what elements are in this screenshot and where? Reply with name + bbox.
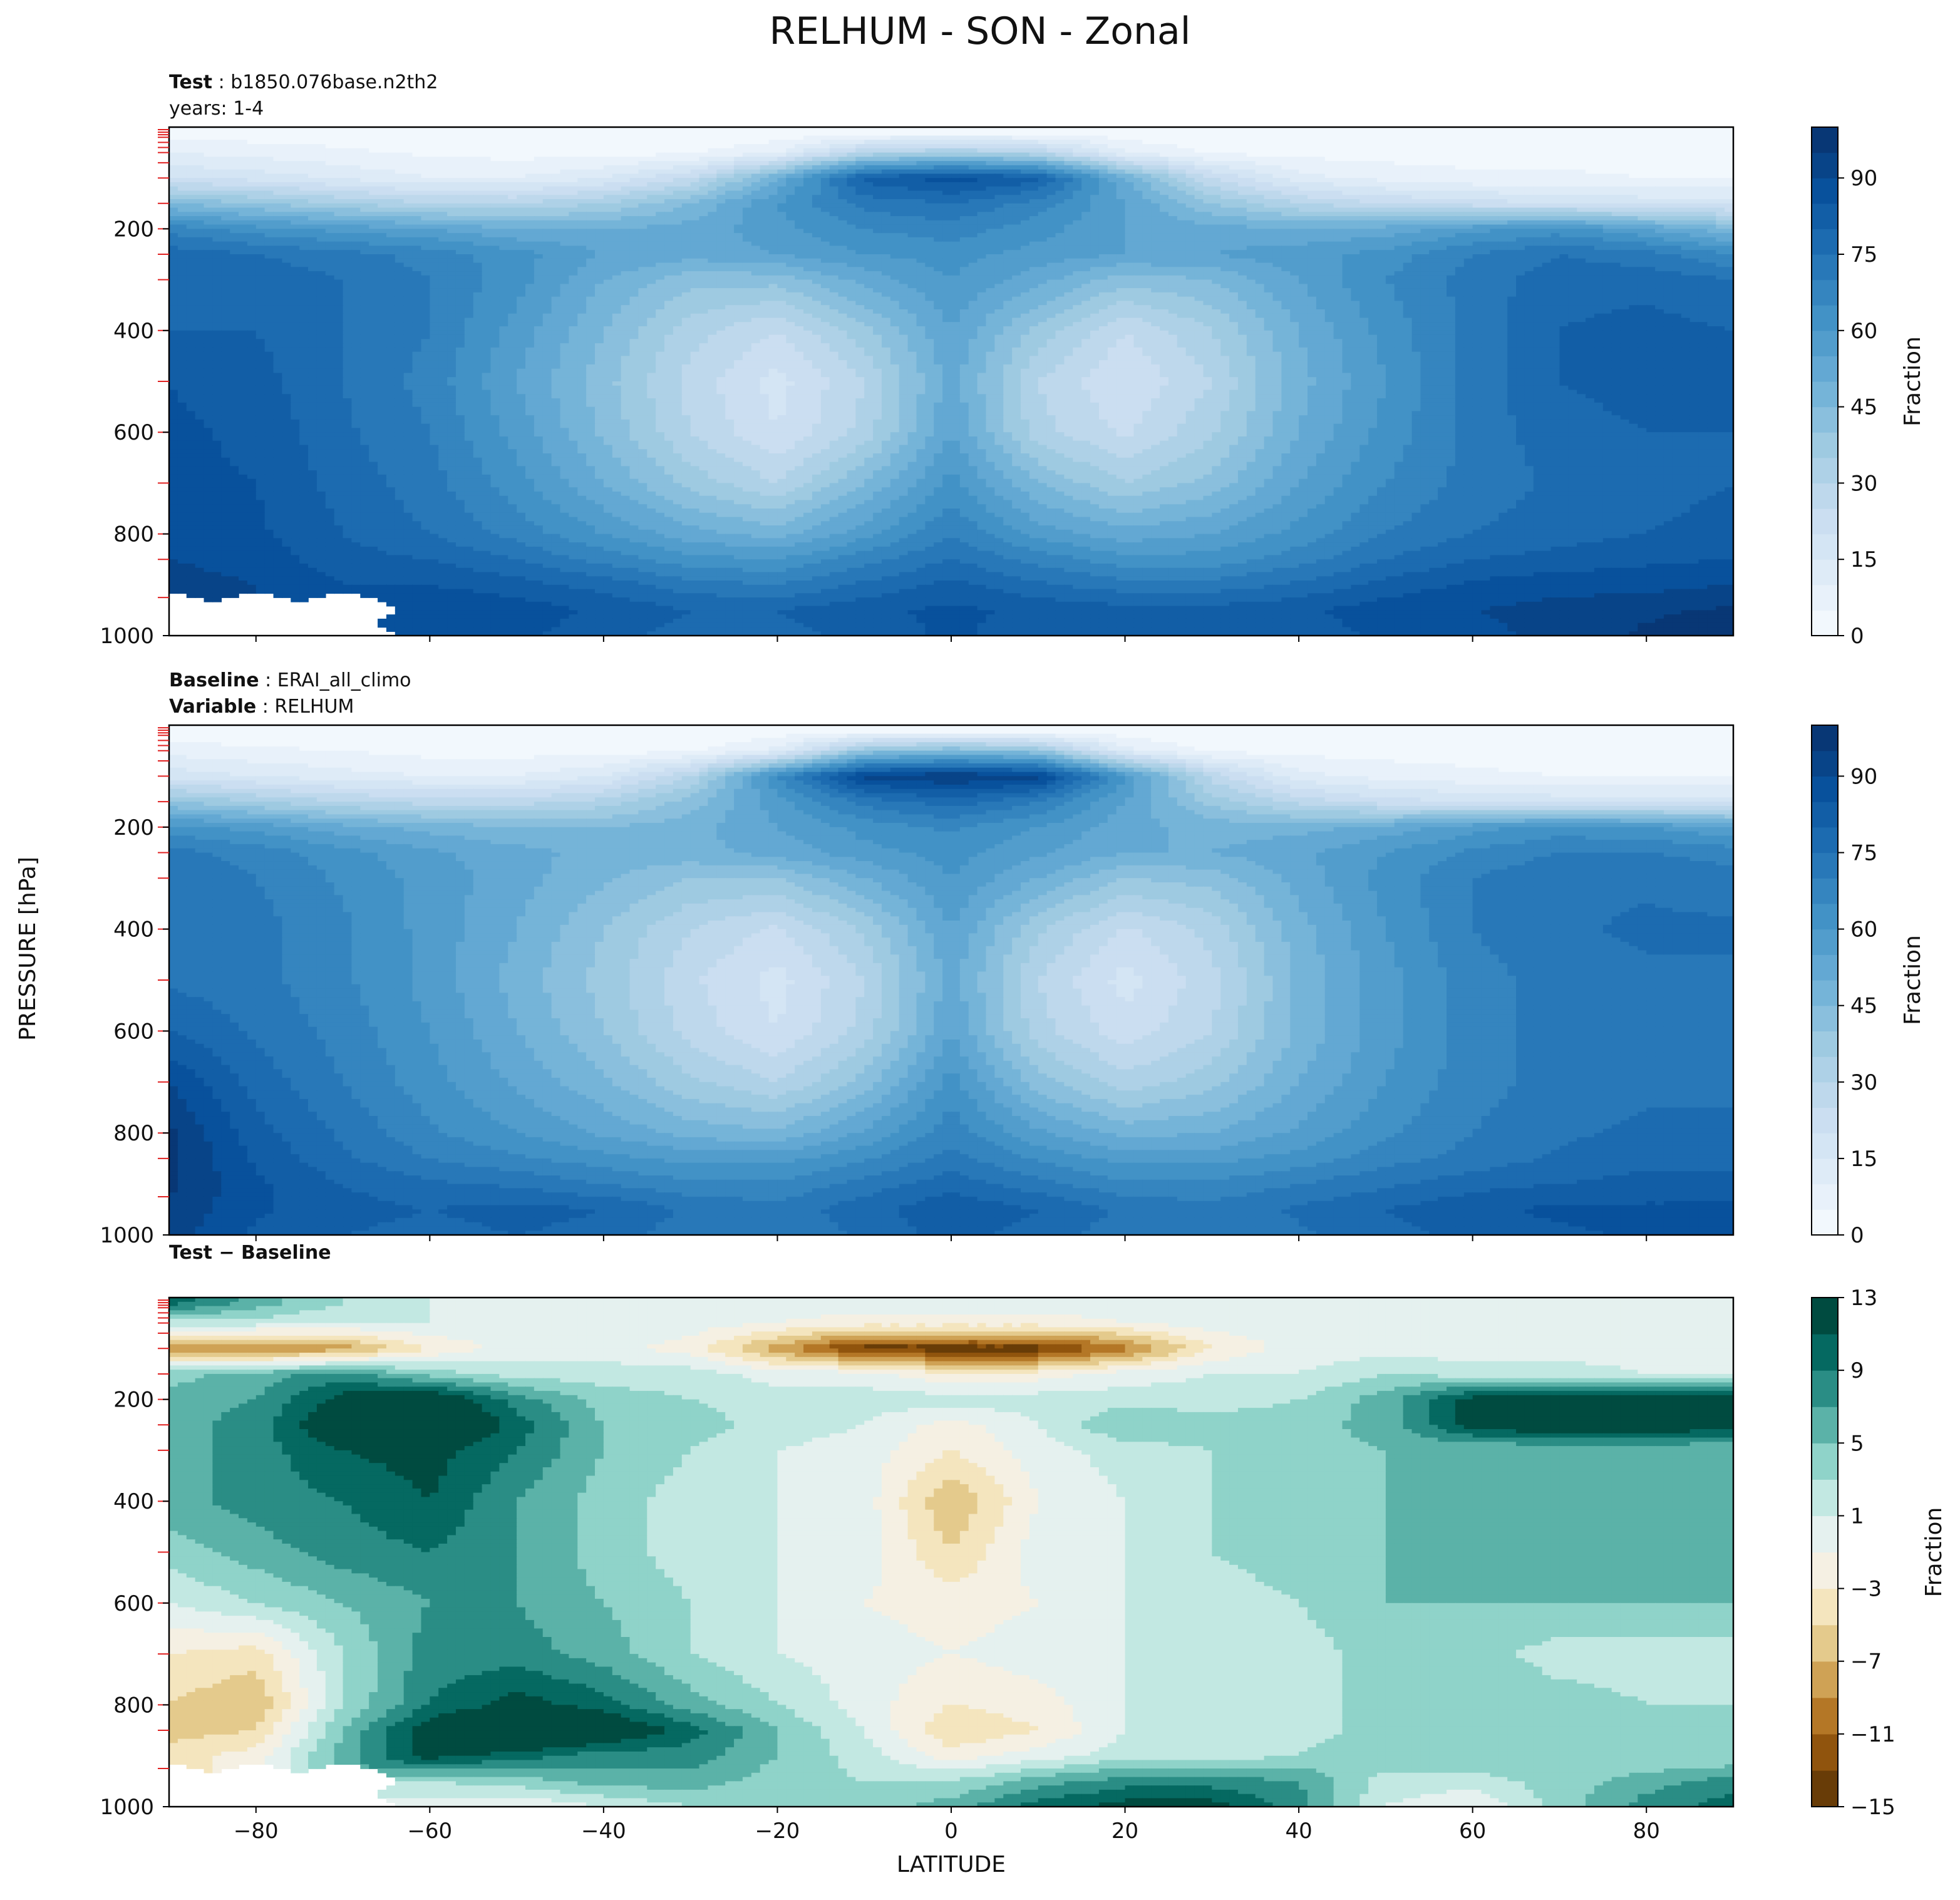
panel-header-line: Test − Baseline — [169, 1242, 331, 1264]
heatmap-field — [169, 1298, 1734, 1807]
colorbar-tick-label: 45 — [1850, 395, 1877, 420]
colorbar-tick-label: 90 — [1850, 764, 1877, 789]
panel-header-line: years: 1-4 — [169, 98, 264, 120]
colorbar-tick-label: 60 — [1850, 917, 1877, 942]
y-tick-label: 800 — [113, 522, 154, 547]
colorbar-tick-label: −11 — [1850, 1722, 1896, 1747]
panel-header-line: Baseline : ERAI_all_climo — [169, 669, 411, 691]
y-tick-label: 1000 — [100, 1223, 154, 1248]
y-tick-label: 200 — [113, 217, 154, 242]
figure-title: RELHUM - SON - Zonal — [770, 9, 1191, 53]
y-tick-label: 200 — [113, 815, 154, 840]
colorbar-tick-label: 5 — [1850, 1431, 1864, 1456]
y-tick-label: 800 — [113, 1693, 154, 1718]
colorbar-label: Fraction — [1921, 1507, 1947, 1598]
panel-header-line: Variable : RELHUM — [169, 696, 354, 718]
colorbar-tick-label: 15 — [1850, 1147, 1877, 1172]
colorbar-tick-label: 0 — [1850, 624, 1864, 649]
colorbar-tick-label: 90 — [1850, 166, 1877, 191]
y-tick-label: 1000 — [100, 624, 154, 649]
y-tick-label: 400 — [113, 319, 154, 344]
colorbar-label: Fraction — [1900, 336, 1926, 426]
x-tick-label: 80 — [1633, 1819, 1660, 1844]
x-tick-label: 60 — [1459, 1819, 1486, 1844]
colorbar-tick-label: 75 — [1850, 841, 1877, 866]
y-tick-label: 200 — [113, 1388, 154, 1413]
heatmap-field — [169, 127, 1734, 636]
colorbar-tick-label: −3 — [1850, 1577, 1882, 1602]
colorbar-tick-label: 0 — [1850, 1223, 1864, 1248]
y-tick-label: 600 — [113, 420, 154, 445]
x-tick-label: −40 — [581, 1819, 626, 1844]
colorbar-tick-label: 15 — [1850, 547, 1877, 572]
colorbar-tick-label: 9 — [1850, 1358, 1864, 1383]
x-tick-label: 40 — [1285, 1819, 1312, 1844]
x-axis-label: LATITUDE — [897, 1852, 1006, 1877]
panel-test: Test : b1850.076base.n2th2 years: 1-4 200 4… — [100, 71, 1926, 649]
x-tick-label: 20 — [1112, 1819, 1138, 1844]
heatmap-field — [169, 725, 1734, 1236]
x-tick-label: −80 — [234, 1819, 279, 1844]
colorbar-tick-label: 60 — [1850, 319, 1877, 344]
colorbar-tick-label: −15 — [1850, 1795, 1896, 1820]
common-y-axis-label: PRESSURE [hPa] — [15, 857, 41, 1041]
colorbar-tick-label: 13 — [1850, 1286, 1877, 1311]
y-tick-label: 600 — [113, 1019, 154, 1044]
y-tick-label: 800 — [113, 1121, 154, 1146]
panel-baseline: Baseline : ERAI_all_climo Variable : RELH… — [100, 669, 1926, 1248]
colorbar-tick-label: 1 — [1850, 1504, 1864, 1529]
colorbar-tick-label: −7 — [1850, 1650, 1882, 1675]
colorbar-label: Fraction — [1900, 935, 1926, 1025]
y-tick-label: 400 — [113, 917, 154, 942]
panel-header-line: Test : b1850.076base.n2th2 — [169, 71, 438, 93]
y-tick-label: 400 — [113, 1489, 154, 1514]
colorbar-tick-label: 30 — [1850, 1070, 1877, 1095]
colorbar-tick-label: 75 — [1850, 242, 1877, 267]
x-tick-label: 0 — [944, 1819, 958, 1844]
y-tick-label: 1000 — [100, 1795, 154, 1820]
y-tick-label: 600 — [113, 1591, 154, 1616]
colorbar-tick-label: 45 — [1850, 994, 1877, 1019]
x-tick-label: −20 — [755, 1819, 800, 1844]
colorbar-tick-label: 30 — [1850, 471, 1877, 496]
x-tick-label: −60 — [407, 1819, 452, 1844]
